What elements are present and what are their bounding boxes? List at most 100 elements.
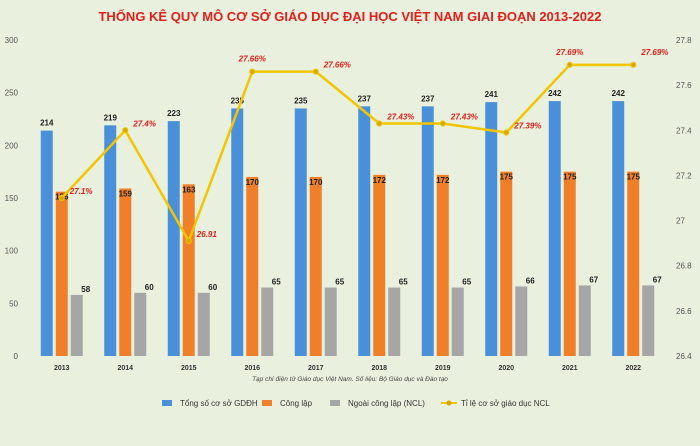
legend-label: Tỉ lệ cơ sở giáo dục NCL	[461, 399, 550, 408]
bar	[294, 108, 307, 356]
left-tick-label: 100	[5, 247, 19, 256]
x-tick-label: 2016	[244, 365, 260, 372]
bar	[627, 171, 640, 356]
bar-value-label: 237	[421, 94, 435, 103]
right-tick-label: 27.4	[676, 126, 692, 135]
line-point-label: 27.69%	[555, 48, 583, 57]
right-tick-label: 27.2	[676, 171, 692, 180]
bar-value-label: 170	[246, 178, 260, 187]
left-tick-label: 50	[9, 299, 18, 308]
line-point-label: 27.4%	[132, 119, 156, 128]
bar-value-label: 242	[548, 89, 562, 98]
bar	[548, 101, 561, 357]
bar-value-label: 65	[272, 278, 281, 287]
bar	[182, 184, 195, 356]
left-tick-label: 300	[5, 36, 19, 45]
bar-value-label: 223	[167, 109, 181, 118]
bar	[104, 125, 117, 356]
bar-series: 2142192232352352372372412422421561591631…	[40, 89, 662, 357]
bar	[134, 292, 147, 356]
bar-value-label: 172	[373, 176, 387, 185]
bar	[55, 191, 68, 356]
bar-value-label: 60	[208, 283, 217, 292]
bar-value-label: 235	[231, 96, 245, 105]
bar-value-label: 172	[436, 176, 450, 185]
left-tick-label: 200	[5, 141, 19, 150]
ratio-line	[60, 63, 634, 244]
line-point	[503, 129, 510, 136]
line-point	[376, 120, 383, 127]
bar	[578, 285, 591, 356]
bar	[515, 286, 528, 356]
right-axis: 26.4 26.6 26.8 27 27.2 27.4 27.6 27.8	[676, 36, 692, 361]
x-tick-label: 2018	[371, 365, 387, 372]
line-point-label: 27.43%	[450, 113, 478, 122]
x-tick-label: 2013	[54, 365, 70, 372]
right-tick-label: 26.6	[676, 307, 692, 316]
bar	[500, 171, 513, 356]
line-point-label: 27.66%	[238, 55, 266, 64]
source-note: Tạp chí điện tử Giáo dục Việt Nam. Số li…	[252, 375, 448, 383]
legend-swatch	[330, 400, 340, 406]
legend-label: Tổng số cơ sở GDĐH	[180, 399, 258, 408]
line-point-label: 26.91	[196, 230, 218, 239]
line-point-label: 27.39%	[513, 122, 541, 131]
bar-value-label: 175	[563, 173, 577, 182]
right-tick-label: 26.8	[676, 262, 692, 271]
bar	[485, 102, 498, 356]
right-tick-label: 26.4	[676, 352, 692, 361]
line-point	[312, 68, 319, 75]
bar	[358, 106, 371, 356]
bar-value-label: 60	[145, 283, 154, 292]
x-axis: 2013 2014 2015 2016 2017 2018 2019 2020 2021 2022	[54, 365, 641, 372]
legend-swatch	[262, 400, 272, 406]
bar	[70, 294, 83, 356]
bar	[388, 287, 401, 356]
bar	[324, 287, 337, 356]
bar-value-label: 214	[40, 119, 54, 128]
bar-value-label: 65	[335, 278, 344, 287]
x-tick-label: 2015	[181, 365, 197, 372]
x-tick-label: 2014	[117, 365, 133, 372]
line-point	[566, 61, 573, 68]
right-tick-label: 27	[676, 217, 685, 226]
bar-value-label: 242	[612, 89, 626, 98]
bar	[373, 174, 386, 356]
bar-value-label: 67	[589, 275, 598, 284]
bar	[421, 106, 434, 356]
bar-value-label: 175	[500, 173, 514, 182]
bar	[119, 188, 132, 356]
line-point	[439, 120, 446, 127]
bar	[261, 287, 274, 356]
bar-value-label: 175	[627, 173, 641, 182]
bar-value-label: 237	[358, 94, 372, 103]
left-tick-label: 150	[5, 194, 19, 203]
bar-value-label: 67	[653, 275, 662, 284]
bar-value-label: 170	[309, 178, 323, 187]
bar	[309, 176, 322, 356]
x-tick-label: 2022	[625, 365, 641, 372]
x-tick-label: 2019	[435, 365, 451, 372]
bar	[40, 130, 53, 356]
line-point-label: 27.43%	[386, 113, 414, 122]
bar-value-label: 219	[104, 113, 118, 122]
bar	[612, 101, 625, 357]
bar-value-label: 159	[119, 190, 133, 199]
bar	[436, 174, 449, 356]
bar	[451, 287, 464, 356]
left-tick-label: 250	[5, 89, 19, 98]
line-point	[185, 237, 192, 244]
line-point	[122, 127, 129, 134]
legend-label: Ngoài công lập (NCL)	[348, 399, 425, 408]
bar	[167, 121, 180, 357]
legend-swatch	[162, 400, 172, 406]
bar	[246, 176, 259, 356]
line-point-label: 27.1%	[69, 187, 93, 196]
bar-value-label: 66	[526, 276, 535, 285]
line-point	[630, 61, 637, 68]
line-point-label: 27.69%	[640, 48, 668, 57]
bar-value-label: 65	[399, 278, 408, 287]
bar-value-label: 241	[485, 90, 499, 99]
bar-value-label: 58	[81, 285, 90, 294]
bar-value-label: 235	[294, 96, 308, 105]
